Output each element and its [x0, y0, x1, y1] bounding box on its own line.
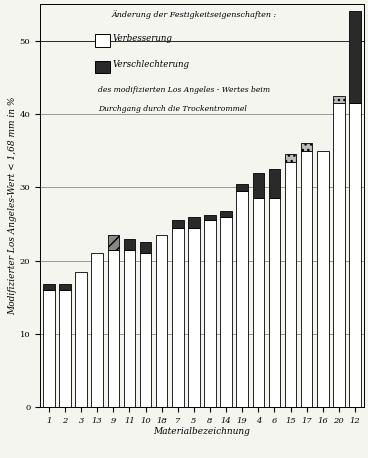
Bar	[95, 34, 110, 47]
Bar	[301, 143, 312, 151]
Bar	[220, 211, 232, 217]
Bar	[204, 215, 216, 220]
Bar	[188, 217, 200, 228]
Bar	[285, 162, 296, 408]
Bar	[269, 198, 280, 408]
Bar	[220, 217, 232, 408]
Bar	[252, 173, 264, 198]
Bar	[269, 169, 280, 198]
Bar	[107, 235, 119, 250]
Bar	[75, 272, 87, 408]
Bar	[156, 235, 167, 408]
Bar	[285, 154, 296, 162]
Text: Verschlechterung: Verschlechterung	[112, 60, 189, 69]
Bar	[92, 253, 103, 408]
Bar	[107, 250, 119, 408]
Text: des modifizierten Los Angeles - Wertes beim: des modifizierten Los Angeles - Wertes b…	[98, 86, 270, 94]
Bar	[349, 103, 361, 408]
Bar	[140, 242, 151, 253]
Bar	[333, 103, 345, 408]
Y-axis label: Modifizierter Los Angeles-Wert < 1,68 mm in %: Modifizierter Los Angeles-Wert < 1,68 mm…	[8, 97, 17, 315]
Bar	[236, 191, 248, 408]
Bar	[333, 96, 345, 103]
Bar	[43, 290, 55, 408]
Bar	[204, 220, 216, 408]
Bar	[252, 198, 264, 408]
Bar	[59, 290, 71, 408]
Bar	[188, 228, 200, 408]
Bar	[349, 11, 361, 103]
Bar	[140, 253, 151, 408]
Bar	[59, 284, 71, 290]
Text: Änderung der Festigkeitseigenschaften :: Änderung der Festigkeitseigenschaften :	[111, 10, 277, 19]
Bar	[95, 60, 110, 73]
Text: Durchgang durch die Trockentrommel: Durchgang durch die Trockentrommel	[98, 105, 247, 113]
Bar	[124, 250, 135, 408]
Bar	[301, 151, 312, 408]
Bar	[172, 228, 184, 408]
X-axis label: Materialbezeichnung: Materialbezeichnung	[153, 426, 250, 436]
Bar	[236, 184, 248, 191]
Bar	[317, 151, 329, 408]
Bar	[172, 220, 184, 228]
Bar	[43, 284, 55, 290]
Text: Verbesserung: Verbesserung	[112, 34, 172, 43]
Bar	[124, 239, 135, 250]
